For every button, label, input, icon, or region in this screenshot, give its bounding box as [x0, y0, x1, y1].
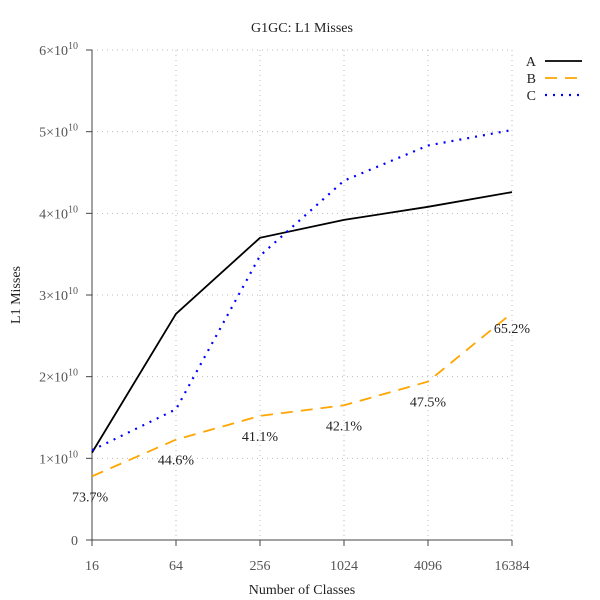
y-tick-label: 6×1010	[39, 41, 78, 59]
y-axis-label: L1 Misses	[9, 266, 24, 324]
x-tick-label: 1024	[330, 559, 358, 574]
series-lines	[91, 128, 513, 478]
x-ticks: 16 64 256 1024 4096 16384	[85, 559, 530, 574]
chart-title: G1GC: L1 Misses	[251, 21, 353, 36]
x-tick-label: 256	[250, 559, 271, 574]
x-tick-label: 4096	[414, 559, 442, 574]
x-tick-label: 64	[169, 559, 183, 574]
annotation-label: 47.5%	[410, 396, 447, 411]
y-tick-label: 5×1010	[39, 123, 78, 141]
annotation-label: 65.2%	[494, 322, 531, 337]
y-tick-label: 3×1010	[39, 286, 78, 304]
annotation-label: 73.7%	[72, 490, 109, 505]
y-tick-label: 2×1010	[39, 368, 78, 386]
annotation-label: 44.6%	[158, 454, 195, 469]
legend: ABC	[526, 55, 582, 104]
series-line-c	[91, 128, 513, 452]
axes	[86, 49, 513, 546]
y-ticks: 0 1×1010 2×1010 3×1010 4×1010 5×1010 6×1010	[39, 41, 78, 549]
series-line-a	[91, 191, 513, 454]
y-tick-label: 1×1010	[39, 449, 78, 467]
annotations: 73.7% 44.6% 41.1% 42.1% 47.5% 65.2%	[72, 322, 530, 505]
legend-label: A	[526, 55, 537, 70]
y-tick-label: 4×1010	[39, 204, 78, 222]
grid	[91, 49, 513, 541]
legend-label: C	[527, 89, 536, 104]
annotation-label: 42.1%	[326, 419, 363, 434]
x-axis-label: Number of Classes	[249, 583, 356, 598]
y-tick-label: 0	[71, 534, 78, 549]
x-tick-label: 16	[85, 559, 99, 574]
legend-label: B	[527, 72, 536, 87]
x-tick-label: 16384	[495, 559, 530, 574]
annotation-label: 41.1%	[242, 430, 279, 445]
series-line-b	[91, 312, 513, 478]
